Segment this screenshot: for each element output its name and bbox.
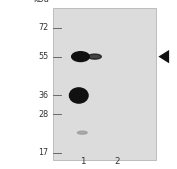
Ellipse shape xyxy=(72,52,89,62)
Polygon shape xyxy=(158,50,169,63)
Text: 28: 28 xyxy=(39,110,49,119)
Text: 1: 1 xyxy=(79,158,85,166)
Text: kDa: kDa xyxy=(33,0,49,4)
Ellipse shape xyxy=(88,54,101,59)
Text: 2: 2 xyxy=(114,158,120,166)
Text: 36: 36 xyxy=(39,91,49,100)
Text: 55: 55 xyxy=(38,52,49,61)
Ellipse shape xyxy=(78,131,87,134)
Ellipse shape xyxy=(69,88,88,103)
Bar xyxy=(53,8,156,160)
Text: 72: 72 xyxy=(38,23,49,32)
Text: 17: 17 xyxy=(39,148,49,158)
